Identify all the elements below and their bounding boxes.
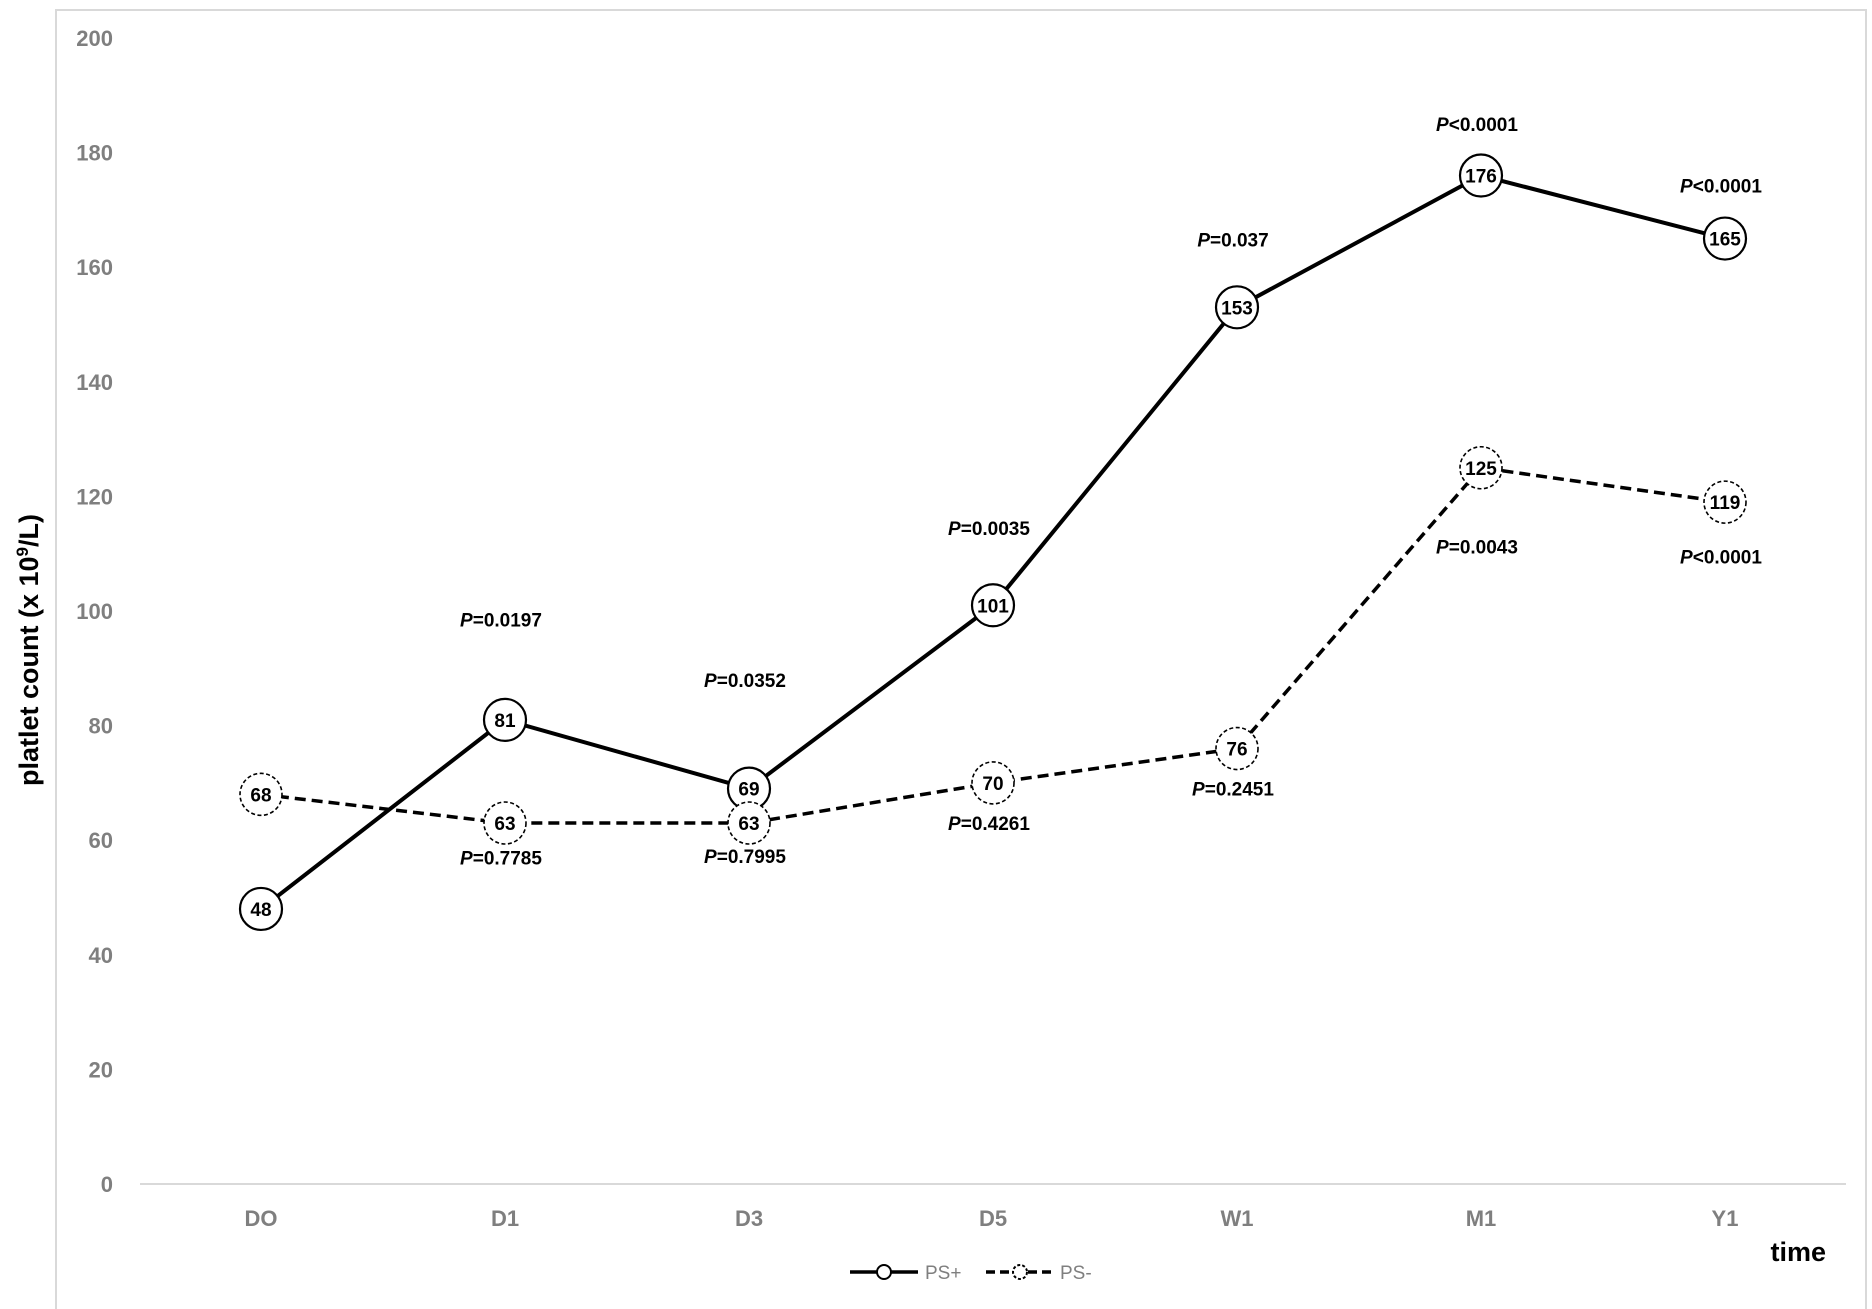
- data-label-ps-plus: 176: [1465, 167, 1497, 188]
- p-value-ps-plus: P=0.0197: [460, 611, 542, 632]
- p-value-ps-minus: P=0.2451: [1192, 780, 1274, 801]
- data-point-ps-minus: [483, 801, 527, 845]
- y-tick-label: 80: [89, 714, 113, 739]
- p-value-ps-minus: P<0.0001: [1680, 548, 1762, 569]
- y-tick-label: 160: [76, 255, 113, 280]
- y-tick-label: 140: [76, 370, 113, 395]
- data-label-ps-plus: 153: [1221, 298, 1253, 319]
- legend-swatch-marker-ps-plus: [876, 1264, 892, 1280]
- legend-label-ps-plus: PS+: [925, 1263, 961, 1284]
- legend-item-ps-minus: PS-: [986, 1263, 1092, 1284]
- data-point-ps-plus: [1458, 153, 1504, 198]
- data-point-ps-minus: [1215, 726, 1259, 771]
- p-value-ps-minus: P=0.4261: [948, 814, 1030, 835]
- data-label-ps-minus: 63: [494, 814, 515, 835]
- p-value-ps-minus: P=0.7995: [704, 847, 786, 868]
- y-tick-label: 20: [89, 1057, 113, 1082]
- p-value-ps-plus: P<0.0001: [1680, 176, 1762, 197]
- data-point-ps-minus: [1459, 445, 1503, 490]
- data-point-ps-minus: [239, 772, 283, 817]
- data-label-ps-plus: 69: [738, 780, 759, 801]
- legend-label-ps-minus: PS-: [1060, 1263, 1092, 1284]
- data-label-ps-plus: 101: [977, 596, 1009, 617]
- x-tick-label: D1: [491, 1206, 519, 1231]
- x-tick-label: D5: [979, 1206, 1007, 1231]
- x-tick-label: DO: [245, 1206, 278, 1231]
- p-value-ps-minus: P=0.7785: [460, 848, 542, 869]
- y-axis-title: platlet count (x 109/L): [13, 514, 44, 786]
- x-tick-label: D3: [735, 1206, 763, 1231]
- data-point-ps-minus: [1703, 480, 1747, 524]
- y-axis-title-tail: /L): [14, 514, 44, 547]
- data-point-ps-plus: [1702, 216, 1748, 261]
- data-label-ps-minus: 119: [1710, 493, 1741, 514]
- data-label-ps-minus: 63: [738, 814, 759, 835]
- data-label-ps-plus: 81: [494, 711, 516, 732]
- legend-swatch-marker-ps-minus: [1012, 1264, 1028, 1280]
- data-point-ps-minus: [971, 761, 1015, 805]
- series-markers: 48 81 69 101 153 176 165 68 63 63 70 76 125 119: [238, 153, 1748, 932]
- data-label-ps-plus: 165: [1709, 230, 1741, 251]
- p-value-ps-plus: P=0.0035: [948, 519, 1030, 540]
- data-label-ps-minus: 125: [1465, 459, 1497, 480]
- x-tick-label: W1: [1221, 1206, 1254, 1231]
- data-point-ps-minus: [727, 801, 771, 845]
- p-value-ps-plus: P<0.0001: [1436, 115, 1518, 136]
- data-label-ps-plus: 48: [250, 900, 271, 921]
- x-axis-title: time: [1770, 1237, 1826, 1267]
- y-tick-label: 0: [101, 1172, 113, 1197]
- p-value-ps-plus: P=0.037: [1197, 231, 1268, 252]
- data-label-ps-minus: 68: [250, 785, 271, 806]
- data-point-ps-plus: [970, 583, 1016, 628]
- y-tick-label: 200: [76, 26, 113, 51]
- data-label-ps-minus: 70: [982, 774, 1003, 795]
- p-value-ps-minus: P=0.0043: [1436, 537, 1518, 558]
- data-point-ps-plus: [238, 886, 284, 932]
- y-axis-title-superscript: 9: [13, 547, 32, 556]
- y-tick-label: 40: [89, 943, 113, 968]
- y-tick-label: 60: [89, 828, 113, 853]
- p-value-ps-plus: P=0.0352: [704, 671, 786, 692]
- x-tick-label: M1: [1466, 1206, 1497, 1231]
- legend: PS+ PS-: [850, 1263, 1092, 1284]
- legend-item-ps-plus: PS+: [850, 1263, 961, 1284]
- chart-border: [55, 9, 1867, 1309]
- y-axis-ticks: 0 20 40 60 80 100 120 140 160 180 200: [76, 26, 113, 1197]
- y-tick-label: 120: [76, 484, 113, 509]
- data-point-ps-plus: [482, 697, 528, 742]
- y-tick-label: 100: [76, 599, 113, 624]
- p-value-annotations: P=0.0197 P=0.0352 P=0.0035 P=0.037 P<0.0001 P…: [460, 115, 1762, 869]
- x-axis-ticks: DO D1 D3 D5 W1 M1 Y1: [245, 1206, 1739, 1231]
- data-label-ps-minus: 76: [1226, 740, 1247, 761]
- x-tick-label: Y1: [1712, 1206, 1739, 1231]
- y-tick-label: 180: [76, 141, 113, 166]
- data-point-ps-plus: [1214, 285, 1260, 330]
- y-axis-title-main: platlet count (x 10: [14, 556, 44, 786]
